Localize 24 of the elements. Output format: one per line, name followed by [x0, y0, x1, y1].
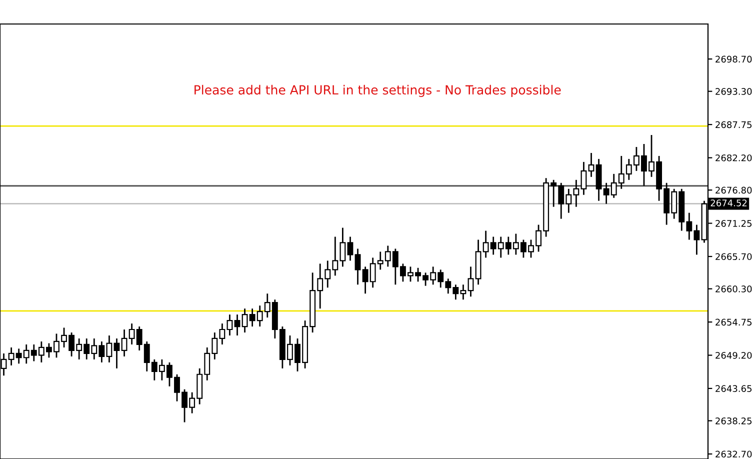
y-tick-label: 2632.70: [716, 450, 752, 458]
y-tick-label: 2638.25: [716, 417, 752, 424]
y-tick-label: 2671.25: [716, 220, 752, 227]
y-tick-label: 2665.70: [716, 253, 752, 260]
y-tick-label: 2693.30: [716, 88, 752, 95]
candlestick: [114, 338, 120, 370]
y-tick-label: 2654.75: [716, 318, 752, 326]
ref-line-label: 2674.52: [710, 200, 747, 206]
candlestick: [121, 328, 128, 358]
candlestick: [234, 314, 240, 336]
y-tick-label: 2649.20: [716, 352, 752, 359]
y-tick-label: 2676.80: [716, 186, 752, 194]
annotation: Please add the API URL in the settings - No Trades possible: [194, 84, 561, 97]
y-tick-label: 2660.30: [716, 286, 752, 292]
candlestick: [226, 314, 233, 336]
candlestick: [354, 248, 361, 286]
candlestick: [468, 266, 474, 298]
y-tick-label: 2687.75: [716, 121, 752, 128]
candlestick: [580, 161, 587, 196]
y-tick-label: 2643.65: [716, 385, 752, 392]
y-tick-label: 2682.20: [716, 154, 752, 162]
candlestick: [347, 236, 354, 262]
candlestick: [588, 152, 594, 178]
y-tick-label: 2698.70: [716, 56, 752, 63]
